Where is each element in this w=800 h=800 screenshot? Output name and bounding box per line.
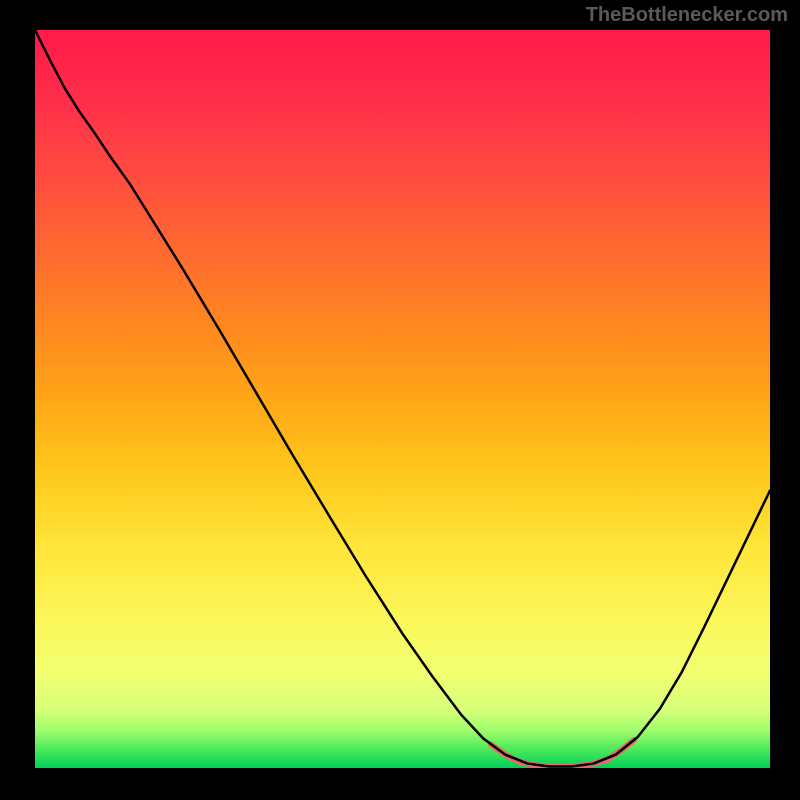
main-curve xyxy=(35,30,770,767)
highlight-segment xyxy=(491,740,634,767)
watermark-text: TheBottlenecker.com xyxy=(586,4,788,27)
curve-layer xyxy=(35,30,770,768)
chart-container: TheBottlenecker.com xyxy=(0,0,800,800)
plot-area xyxy=(35,30,770,768)
